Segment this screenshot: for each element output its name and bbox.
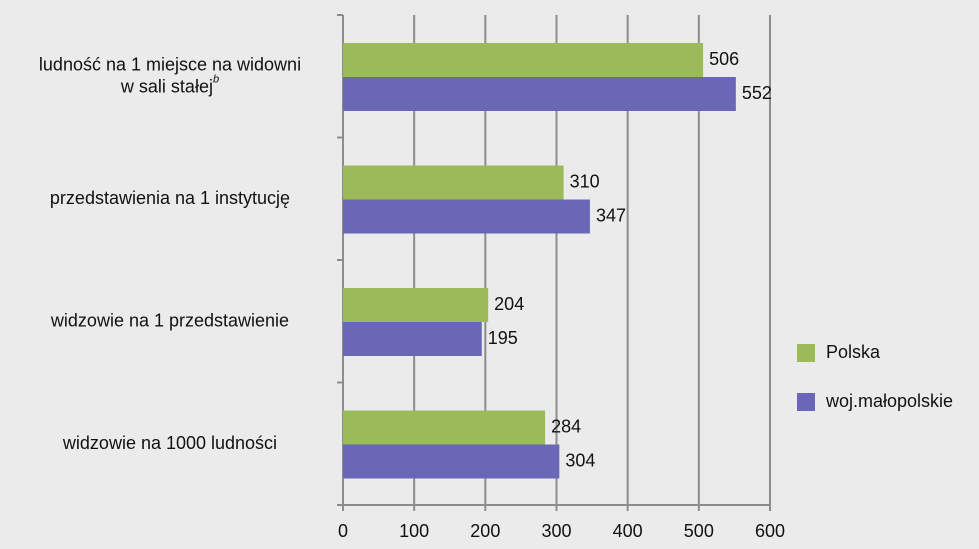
legend-swatch [797,344,815,362]
value-label: 310 [570,171,600,191]
legend-label: woj.małopolskie [825,391,953,411]
value-label: 204 [494,294,524,314]
x-tick-label: 400 [613,521,643,541]
category-label-line: przedstawienia na 1 instytucję [50,188,290,208]
value-label: 195 [488,328,518,348]
value-label: 347 [596,205,626,225]
category-label-line: widzowie na 1000 ludności [62,433,277,453]
category-label: przedstawienia na 1 instytucję [50,188,290,208]
x-tick-label: 300 [541,521,571,541]
bar [343,165,564,200]
bar [343,43,704,77]
legend-label: Polska [826,342,881,362]
bar [343,77,736,111]
category-label-line: widzowie na 1 przedstawienie [50,310,289,330]
value-label: 506 [709,49,739,69]
category-label-line: ludność na 1 miejsce na widowni [39,54,301,74]
value-label: 284 [551,416,581,436]
legend-swatch [797,393,815,411]
bar [343,322,482,356]
bar [343,288,489,322]
x-tick-label: 500 [684,521,714,541]
x-tick-label: 100 [399,521,429,541]
bar [343,444,560,479]
footnote-mark: b [213,73,219,85]
bar [343,410,546,445]
category-label: w sali stałejb [120,73,219,96]
category-label: ludność na 1 miejsce na widowni [39,54,301,74]
category-label-line: w sali stałej [120,76,213,96]
category-label: widzowie na 1 przedstawienie [50,310,289,330]
category-label: widzowie na 1000 ludności [62,433,277,453]
value-label: 552 [742,83,772,103]
x-tick-label: 0 [338,521,348,541]
value-label: 304 [565,450,595,470]
bar [343,199,590,234]
x-tick-label: 200 [470,521,500,541]
x-tick-label: 600 [755,521,785,541]
